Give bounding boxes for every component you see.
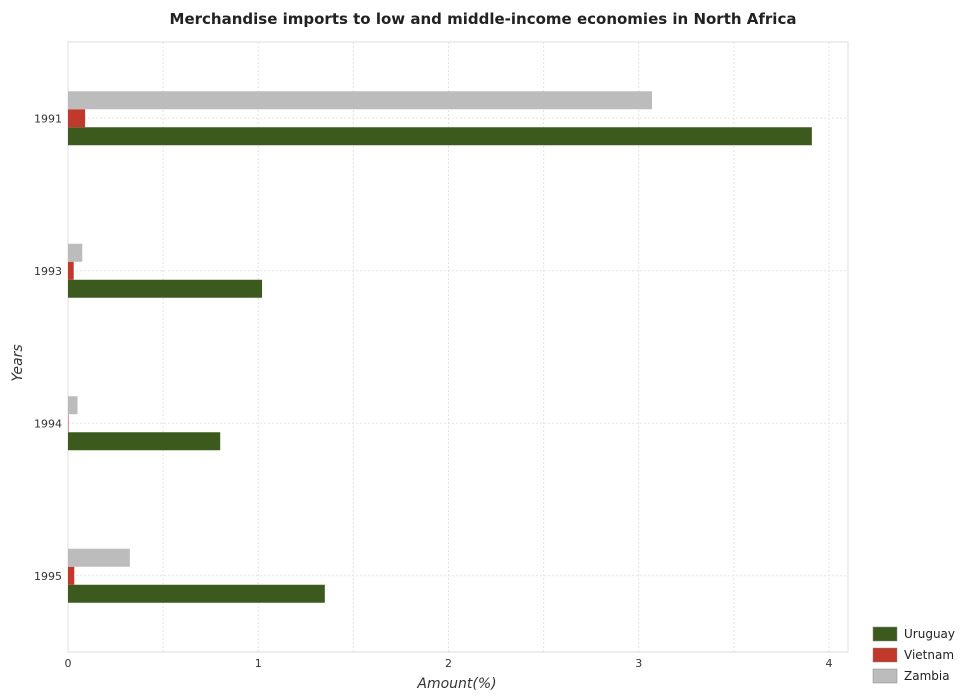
legend-swatch-zambia [872, 668, 898, 684]
x-tick-label: 4 [825, 657, 832, 670]
legend-label-uruguay: Uruguay [904, 627, 955, 641]
bar-vietnam-1994 [68, 414, 69, 433]
ticks-layer: 0 1 2 3 4 1991 1993 1994 1995 [34, 112, 832, 670]
y-tick-label: 1994 [34, 417, 62, 430]
y-axis-label: Years [10, 344, 26, 381]
y-tick-label: 1993 [34, 265, 62, 278]
x-tick-label: 2 [445, 657, 452, 670]
bar-zambia-1994 [68, 396, 78, 415]
x-tick-label: 1 [255, 657, 262, 670]
bars-layer [68, 91, 812, 603]
legend-label-vietnam: Vietnam [904, 648, 954, 662]
legend-swatch-vietnam [872, 647, 898, 663]
bar-uruguay-1991 [68, 127, 812, 146]
legend-label-zambia: Zambia [904, 669, 950, 683]
legend-swatch-uruguay [872, 626, 898, 642]
bar-vietnam-1993 [68, 261, 74, 280]
x-tick-label: 3 [635, 657, 642, 670]
y-tick-label: 1995 [34, 570, 62, 583]
bar-zambia-1993 [68, 243, 83, 262]
legend: Uruguay Vietnam Zambia [872, 626, 955, 684]
chart-title: Merchandise imports to low and middle-in… [170, 10, 797, 28]
bar-uruguay-1994 [68, 432, 221, 451]
bar-vietnam-1991 [68, 109, 86, 128]
bar-uruguay-1993 [68, 279, 263, 298]
bar-zambia-1991 [68, 91, 653, 110]
bar-uruguay-1995 [68, 584, 325, 603]
x-tick-label: 0 [65, 657, 72, 670]
y-tick-label: 1991 [34, 112, 62, 125]
x-axis-label: Amount(%) [416, 676, 496, 692]
bar-vietnam-1995 [68, 566, 75, 585]
bar-zambia-1995 [68, 548, 130, 567]
